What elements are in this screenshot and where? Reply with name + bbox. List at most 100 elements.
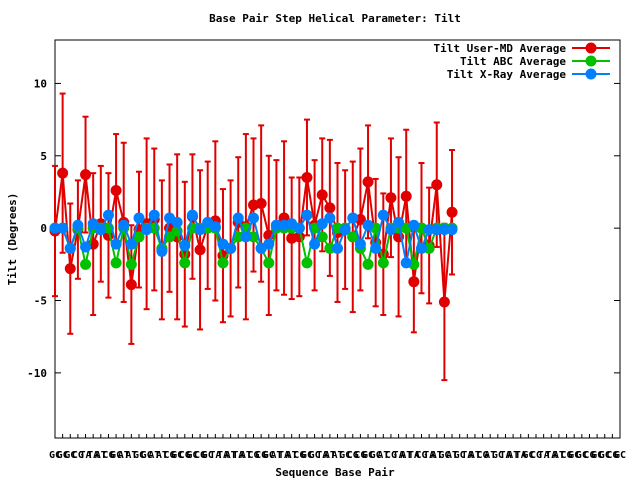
data-point bbox=[141, 224, 153, 236]
x-tick-label: GC bbox=[370, 450, 382, 461]
data-point bbox=[110, 257, 122, 269]
data-point bbox=[133, 212, 145, 224]
data-point bbox=[57, 167, 69, 179]
data-point bbox=[293, 222, 305, 234]
data-point bbox=[332, 242, 343, 254]
data-point bbox=[400, 257, 412, 269]
x-tick-label: CG bbox=[477, 450, 489, 461]
y-axis: -10 -5 0 5 10 bbox=[27, 77, 620, 380]
data-point bbox=[301, 209, 313, 221]
x-tick-label: AT bbox=[286, 450, 298, 461]
x-tick-label: AT bbox=[240, 450, 252, 461]
x-tick-label: AT bbox=[331, 450, 343, 461]
x-tick-label: CG bbox=[102, 450, 114, 461]
x-tick-label: GC bbox=[614, 450, 626, 461]
x-tick-label: GC bbox=[309, 450, 321, 461]
x-tick-label: GC bbox=[438, 450, 450, 461]
data-point bbox=[316, 231, 328, 243]
x-tick-label: AT bbox=[95, 450, 107, 461]
x-tick-label: GC bbox=[171, 450, 183, 461]
y-tick-label: -5 bbox=[34, 295, 47, 308]
data-point bbox=[186, 209, 198, 221]
legend-label: Tilt ABC Average bbox=[460, 55, 566, 68]
legend-marker bbox=[585, 68, 597, 80]
data-point bbox=[270, 219, 282, 231]
data-point bbox=[362, 258, 374, 270]
data-point bbox=[301, 171, 313, 183]
x-tick-label: AT bbox=[118, 450, 130, 461]
x-tick-label: AT bbox=[400, 450, 412, 461]
x-tick-label: TA bbox=[461, 450, 473, 461]
data-point bbox=[80, 258, 92, 270]
x-tick-label: AT bbox=[377, 450, 389, 461]
x-tick-label: TA bbox=[545, 450, 557, 461]
data-point bbox=[125, 279, 137, 291]
x-tick-label: CG bbox=[347, 450, 359, 461]
data-point bbox=[225, 242, 237, 254]
x-tick-label: CG bbox=[164, 450, 176, 461]
x-tick-label: GC bbox=[57, 450, 69, 461]
data-point bbox=[263, 257, 275, 269]
x-tick-label: CG bbox=[354, 450, 366, 461]
x-tick-label: CG bbox=[255, 450, 267, 461]
data-point bbox=[301, 257, 313, 269]
x-tick-label: AT bbox=[324, 450, 336, 461]
x-tick-label: GC bbox=[492, 450, 504, 461]
data-point bbox=[263, 238, 275, 250]
x-tick-label: GC bbox=[591, 450, 603, 461]
data-point bbox=[393, 216, 405, 228]
data-point bbox=[125, 258, 137, 270]
x-tick-label: AT bbox=[484, 450, 496, 461]
data-point bbox=[49, 222, 61, 234]
data-point bbox=[102, 209, 114, 221]
y-tick-label: -10 bbox=[27, 367, 47, 380]
x-tick-label: AT bbox=[125, 450, 137, 461]
x-tick-label: TA bbox=[515, 450, 527, 461]
data-point bbox=[362, 219, 374, 231]
data-point bbox=[446, 224, 458, 236]
x-tick-label: GC bbox=[339, 450, 351, 461]
data-point bbox=[95, 224, 107, 236]
legend-marker bbox=[585, 42, 597, 54]
x-tick-label: GC bbox=[110, 450, 122, 461]
data-point bbox=[217, 257, 229, 269]
data-point bbox=[423, 242, 435, 254]
legend-marker bbox=[585, 55, 597, 67]
data-point bbox=[438, 224, 450, 236]
x-tick-label: GC bbox=[141, 450, 153, 461]
x-tick-label: GC bbox=[576, 450, 588, 461]
data-point bbox=[339, 224, 351, 236]
data-point bbox=[415, 242, 427, 254]
series-layer bbox=[49, 92, 458, 382]
data-point bbox=[80, 241, 92, 253]
data-point bbox=[64, 263, 76, 275]
data-point bbox=[148, 209, 160, 221]
x-tick-label: TA bbox=[423, 450, 435, 461]
data-point bbox=[423, 224, 435, 236]
data-point bbox=[87, 218, 99, 230]
x-tick-label: GC bbox=[49, 450, 61, 461]
x-tick-label: GC bbox=[133, 450, 145, 461]
data-point bbox=[385, 224, 397, 236]
x-tick-label: GC bbox=[599, 450, 611, 461]
x-tick-label: TA bbox=[316, 450, 328, 461]
x-tick-label: CG bbox=[179, 450, 191, 461]
data-point bbox=[438, 296, 450, 308]
data-point bbox=[125, 238, 137, 250]
x-tick-label: AT bbox=[553, 450, 565, 461]
data-point bbox=[179, 240, 191, 252]
x-tick-label: TA bbox=[87, 450, 99, 461]
data-point bbox=[232, 212, 244, 224]
x-tick-label: GC bbox=[454, 450, 466, 461]
x-tick-label: AT bbox=[469, 450, 481, 461]
data-point bbox=[431, 179, 443, 191]
data-point bbox=[194, 244, 206, 256]
x-axis-label: Sequence Base Pair bbox=[275, 466, 395, 479]
x-tick-label: TA bbox=[393, 450, 405, 461]
x-tick-label: AT bbox=[270, 450, 282, 461]
x-tick-label: AT bbox=[225, 450, 237, 461]
data-point bbox=[362, 176, 374, 188]
x-tick-label: AT bbox=[156, 450, 168, 461]
x-tick-label: CG bbox=[247, 450, 259, 461]
x-tick-label: AT bbox=[148, 450, 160, 461]
